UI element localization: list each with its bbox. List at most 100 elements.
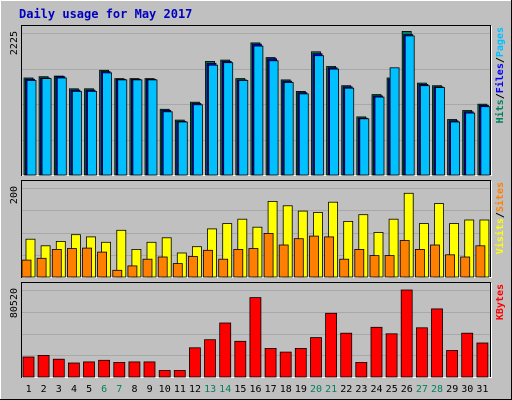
x-tick-label-31: 31 bbox=[476, 384, 488, 395]
x-tick-label-13: 13 bbox=[204, 384, 216, 395]
x-tick-label-6: 6 bbox=[101, 384, 107, 395]
legend-entry: Pages bbox=[495, 27, 506, 57]
bar-kbytes-day-3 bbox=[52, 358, 65, 378]
y-max-label-hits_files_pages: 2225 bbox=[9, 31, 20, 55]
bar-kbytes-day-23 bbox=[355, 361, 368, 378]
x-tick-label-8: 8 bbox=[131, 384, 137, 395]
x-tick-label-26: 26 bbox=[401, 384, 413, 395]
x-tick-label-2: 2 bbox=[41, 384, 47, 395]
bar-pages-day-9 bbox=[147, 79, 158, 176]
x-tick-label-30: 30 bbox=[461, 384, 473, 395]
bar-kbytes-day-13 bbox=[204, 339, 216, 378]
legend-entry: / bbox=[495, 57, 506, 63]
bar-sites-day-24 bbox=[369, 255, 380, 278]
bar-kbytes-day-19 bbox=[294, 347, 307, 378]
legend-kbytes: KBytes bbox=[495, 284, 506, 320]
bar-sites-day-6 bbox=[97, 251, 107, 278]
x-tick-label-3: 3 bbox=[56, 384, 62, 395]
bar-sites-day-14 bbox=[218, 258, 229, 278]
bar-pages-day-27 bbox=[419, 85, 430, 176]
bar-pages-day-7 bbox=[117, 79, 128, 176]
bar-kbytes-day-7 bbox=[113, 361, 126, 378]
panel-kbytes: 80520 KBytes bbox=[9, 282, 506, 378]
x-tick-label-15: 15 bbox=[234, 384, 246, 395]
bar-pages-day-6 bbox=[102, 72, 112, 176]
bar-sites-day-8 bbox=[127, 265, 138, 278]
bar-sites-day-16 bbox=[248, 248, 259, 278]
legend-entry: Files bbox=[494, 63, 506, 93]
bar-sites-day-13 bbox=[203, 249, 213, 278]
x-tick-label-18: 18 bbox=[280, 384, 292, 395]
bar-pages-day-18 bbox=[283, 82, 294, 176]
bar-sites-day-23 bbox=[354, 248, 365, 278]
bar-sites-day-31 bbox=[475, 245, 486, 278]
panel-visits_sites: 200 Visits/Sites bbox=[9, 180, 506, 278]
bar-kbytes-day-30 bbox=[461, 332, 474, 378]
bar-sites-day-22 bbox=[339, 258, 350, 278]
bar-pages-day-2 bbox=[41, 78, 52, 176]
bar-sites-day-2 bbox=[36, 257, 47, 278]
bar-sites-day-3 bbox=[51, 248, 62, 278]
legend-entry: KBytes bbox=[495, 284, 506, 320]
bar-kbytes-day-26 bbox=[400, 289, 413, 378]
bar-pages-day-1 bbox=[26, 80, 37, 176]
bar-kbytes-day-31 bbox=[476, 342, 489, 378]
bar-sites-day-10 bbox=[157, 256, 168, 278]
legend-visits_sites: Visits/Sites bbox=[494, 182, 506, 254]
bar-sites-day-4 bbox=[67, 248, 77, 278]
bar-pages-day-14 bbox=[223, 62, 234, 176]
bar-pages-day-11 bbox=[177, 121, 188, 176]
bar-pages-day-21 bbox=[329, 68, 340, 176]
bar-kbytes-day-18 bbox=[279, 351, 292, 378]
x-tick-label-12: 12 bbox=[189, 384, 201, 395]
bar-pages-day-26 bbox=[404, 35, 415, 176]
bar-kbytes-day-29 bbox=[446, 350, 459, 378]
bar-sites-day-11 bbox=[172, 263, 183, 278]
x-tick-label-11: 11 bbox=[174, 384, 186, 395]
bar-kbytes-day-15 bbox=[234, 340, 247, 378]
bar-kbytes-day-9 bbox=[143, 361, 156, 378]
bar-pages-day-15 bbox=[238, 80, 249, 176]
y-max-label-kbytes: 80520 bbox=[9, 288, 20, 318]
x-tick-label-4: 4 bbox=[71, 384, 77, 395]
bar-sites-day-9 bbox=[142, 258, 153, 278]
bar-pages-day-17 bbox=[268, 60, 279, 176]
bar-pages-day-25 bbox=[389, 67, 400, 176]
x-tick-label-21: 21 bbox=[325, 384, 337, 395]
bar-kbytes-day-4 bbox=[68, 362, 80, 378]
bar-pages-day-28 bbox=[435, 87, 445, 176]
bar-kbytes-day-12 bbox=[188, 347, 201, 378]
bar-kbytes-day-20 bbox=[310, 337, 322, 378]
bar-kbytes-day-27 bbox=[415, 327, 428, 378]
x-tick-label-14: 14 bbox=[219, 384, 231, 395]
x-tick-label-1: 1 bbox=[26, 384, 32, 395]
bar-kbytes-day-21 bbox=[325, 312, 338, 378]
legend-entry: Hits bbox=[494, 99, 506, 123]
bar-pages-day-22 bbox=[344, 87, 355, 176]
chart-title: Daily usage for May 2017 bbox=[19, 7, 192, 21]
y-max-label-visits_sites: 200 bbox=[9, 186, 20, 204]
bar-pages-day-16 bbox=[253, 45, 264, 176]
x-tick-label-20: 20 bbox=[310, 384, 322, 395]
x-tick-label-16: 16 bbox=[249, 384, 261, 395]
x-tick-label-25: 25 bbox=[386, 384, 398, 395]
bar-kbytes-day-5 bbox=[83, 361, 95, 378]
bar-pages-day-20 bbox=[314, 55, 324, 176]
bar-pages-day-19 bbox=[298, 93, 309, 176]
bar-pages-day-29 bbox=[450, 121, 461, 176]
x-tick-label-10: 10 bbox=[159, 384, 171, 395]
legend-entry: / bbox=[495, 93, 506, 99]
bar-sites-day-1 bbox=[21, 259, 32, 278]
legend-entry: Visits bbox=[494, 218, 506, 254]
x-tick-label-22: 22 bbox=[340, 384, 352, 395]
x-tick-label-24: 24 bbox=[370, 384, 382, 395]
bar-pages-day-8 bbox=[132, 79, 143, 176]
x-tick-label-27: 27 bbox=[416, 384, 428, 395]
x-tick-label-29: 29 bbox=[446, 384, 458, 395]
bar-kbytes-day-1 bbox=[22, 356, 35, 378]
bar-sites-day-21 bbox=[324, 236, 335, 278]
bar-kbytes-day-10 bbox=[158, 370, 171, 378]
bar-sites-day-25 bbox=[384, 255, 395, 278]
